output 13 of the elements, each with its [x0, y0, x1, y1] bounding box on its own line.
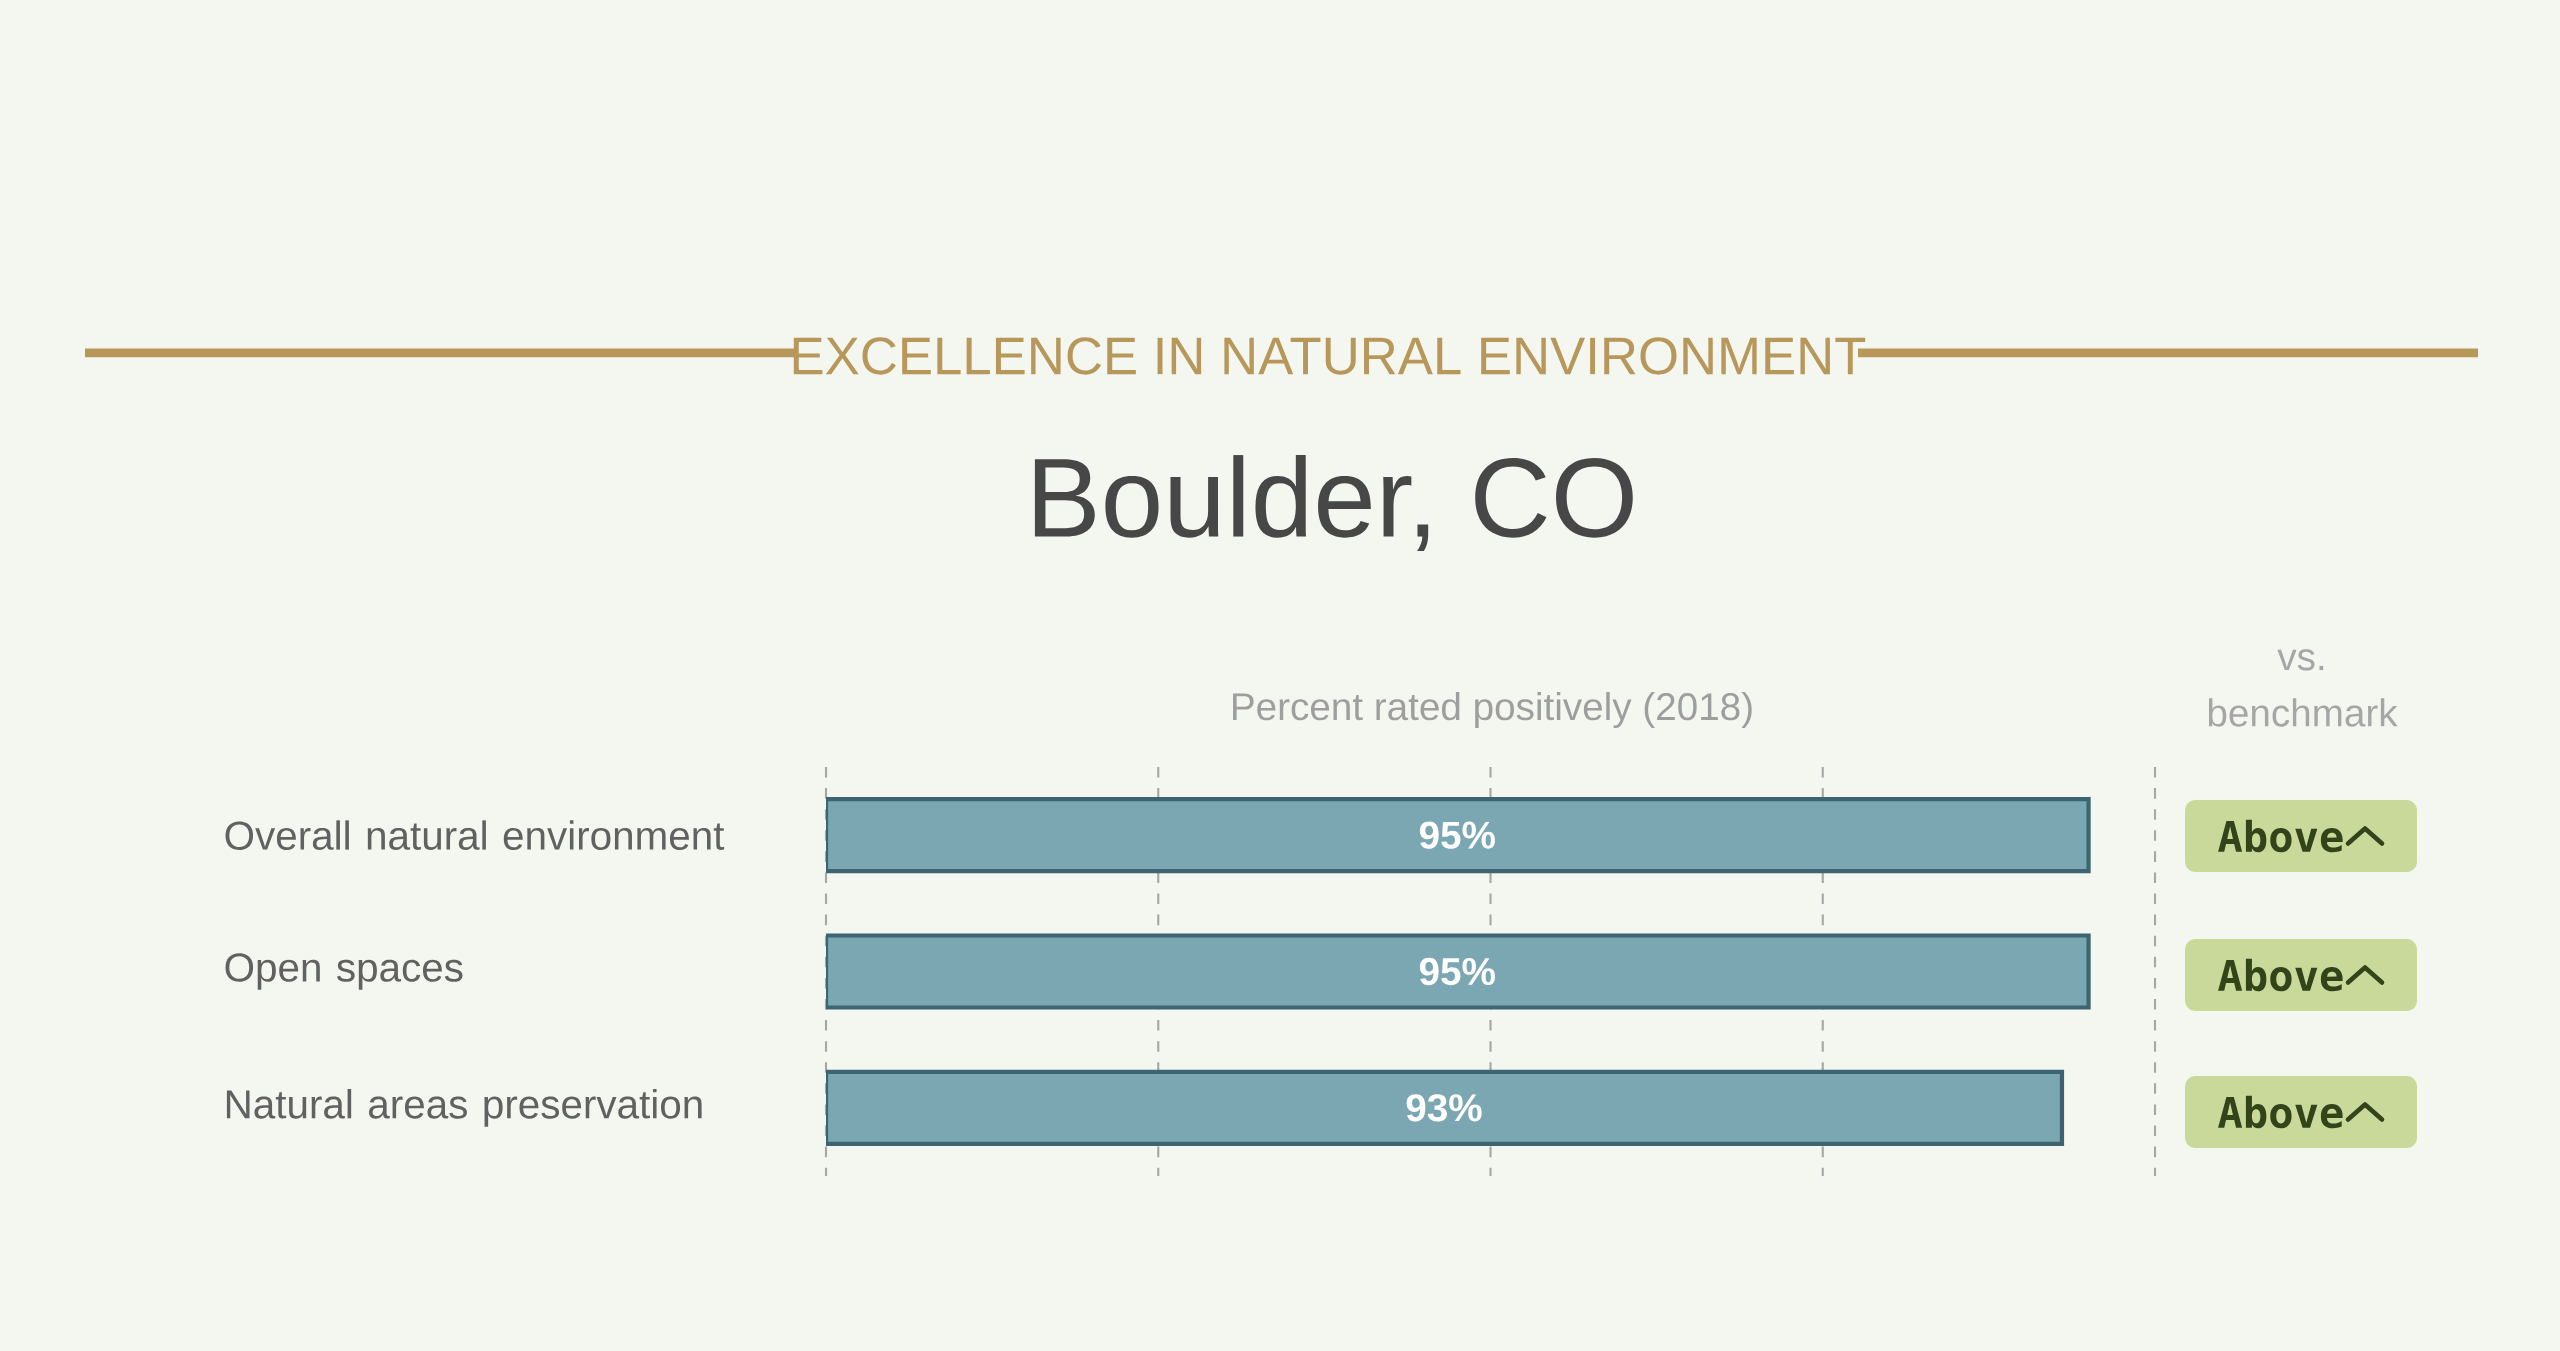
text: Percent rated positively (2018) — [1233, 691, 1752, 728]
chart-subtitle: Boulder, CO — [1034, 455, 1633, 551]
data-label: 95% — [1419, 957, 1495, 986]
y-tick-label: Natural areas preservation — [226, 1089, 702, 1127]
text: Above — [2218, 1095, 2343, 1129]
chart-title: EXCELLENCE IN NATURAL ENVIRONMENT — [793, 337, 1866, 375]
text: Above — [2218, 819, 2343, 853]
data-label: 93% — [1406, 1094, 1482, 1122]
y-tick-label: Open spaces — [225, 953, 463, 990]
y-tick-label: Overall natural environment — [225, 820, 725, 850]
data-label: 95% — [1419, 821, 1495, 849]
text: vs. benchmark — [2208, 649, 2398, 727]
text: Above — [2218, 958, 2343, 992]
